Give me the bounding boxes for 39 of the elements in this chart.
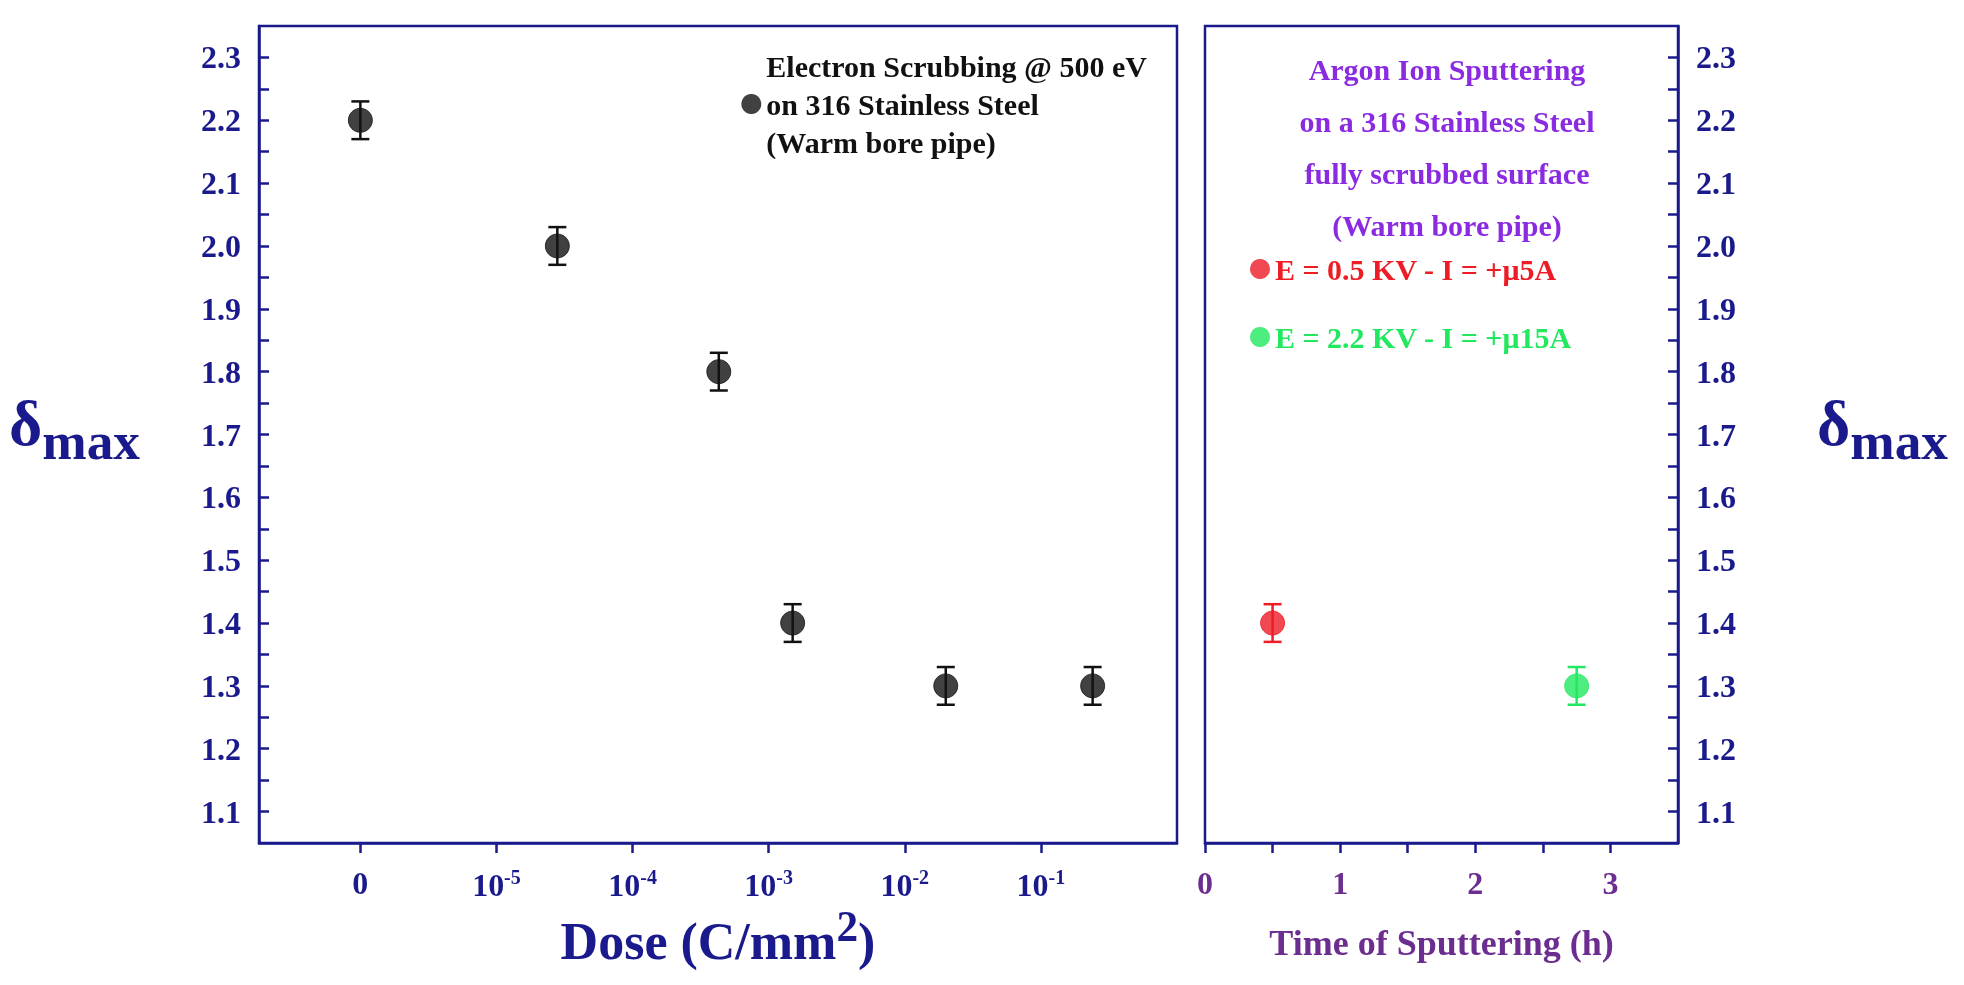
- x-axis-title: Dose (C/mm$^{2}$): [560, 902, 876, 971]
- y-tick-label: 1.3: [201, 667, 241, 704]
- x-axis-title: Time of Sputtering (h): [1269, 923, 1614, 963]
- y2-tick-label: 1.2: [1696, 730, 1736, 767]
- y2-tick-label: 1.8: [1696, 353, 1736, 390]
- y2-tick-label: 1.6: [1696, 479, 1736, 516]
- y2-tick-label: 1.7: [1696, 416, 1736, 453]
- y-tick-label: 1.6: [201, 479, 241, 516]
- y-tick-label: 1.1: [201, 793, 241, 830]
- y2-tick-label: 1.5: [1696, 542, 1736, 579]
- x-tick-label: 0: [1197, 865, 1213, 901]
- y2-tick-label: 2.1: [1696, 165, 1736, 202]
- y-axis-title: δ$_{max}$: [9, 388, 140, 471]
- y-tick-label: 2.3: [201, 39, 241, 76]
- legend-title: Argon Ion Sputtering on a 316 Stainless Steel fully scrubbed surface (Warm bore pipe): [1299, 52, 1595, 243]
- y2-tick-label: 1.3: [1696, 667, 1736, 704]
- x-tick-label: 1: [1332, 865, 1349, 901]
- legend-label: E = 0.5 KV - I = +μ5A: [1275, 252, 1557, 286]
- x-tick-label: 0: [352, 865, 369, 901]
- y2-tick-label: 1.1: [1696, 793, 1736, 830]
- y-tick-label: 1.2: [201, 730, 241, 767]
- y2-tick-label: 2.0: [1696, 227, 1736, 264]
- x-tick-label: 3: [1602, 865, 1619, 901]
- y2-tick-label: 1.9: [1696, 290, 1736, 327]
- y-tick-label: 2.1: [201, 165, 241, 202]
- y2-axis-title: δ$_{max}$: [1817, 388, 1948, 471]
- y-tick-label: 2.0: [201, 227, 241, 264]
- y2-tick-label: 1.4: [1696, 605, 1736, 642]
- y-tick-label: 1.9: [201, 290, 241, 327]
- y2-tick-label: 2.2: [1696, 102, 1736, 139]
- y-tick-label: 1.8: [201, 353, 241, 390]
- legend-label: Electron Scrubbing @ 500 eV on 316 Stainless Steel (Warm bore pipe): [766, 49, 1148, 160]
- y-tick-label: 1.5: [201, 542, 241, 579]
- x-tick-label: 2: [1467, 865, 1484, 901]
- y-tick-label: 1.4: [201, 605, 241, 642]
- y-tick-label: 1.7: [201, 416, 241, 453]
- legend-label: E = 2.2 KV - I = +μ15A: [1275, 320, 1572, 354]
- y2-tick-label: 2.3: [1696, 39, 1736, 76]
- y-tick-label: 2.2: [201, 102, 241, 139]
